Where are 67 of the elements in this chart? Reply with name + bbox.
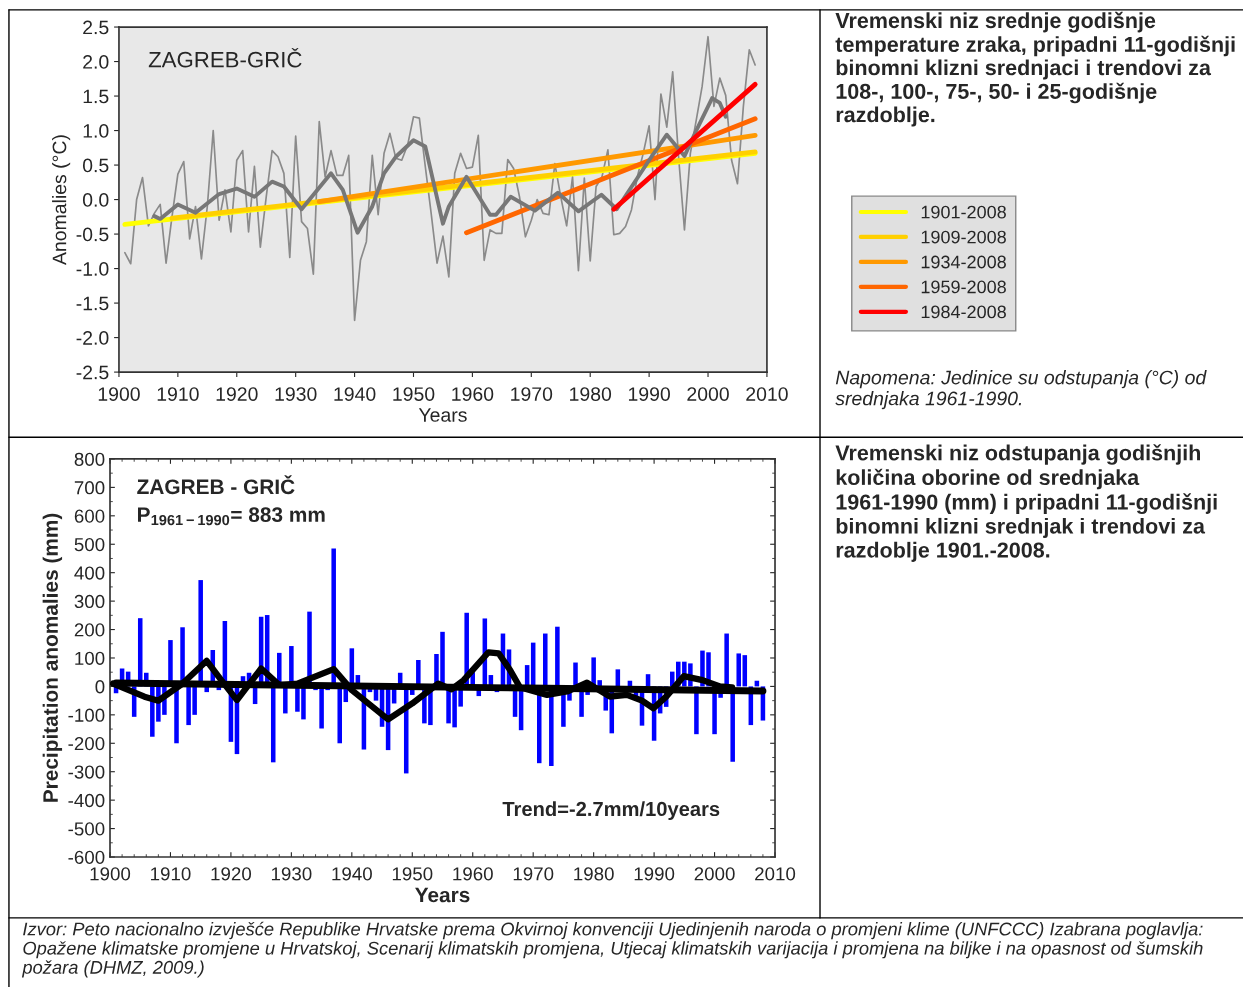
y-tick-label: 200: [74, 623, 105, 637]
y-tick-label: 500: [74, 537, 105, 552]
x-tick-label: 1930: [275, 387, 317, 401]
x-tick-label: 1900: [98, 387, 140, 401]
text: Napomena: Jedinice su odstupanja (°C) od srednjaka 1961-1990.: [835, 370, 1207, 410]
x-tick-label: 1950: [393, 387, 435, 401]
legend-label: 1934-2008: [921, 255, 1006, 269]
x-tick-label: 1990: [628, 387, 670, 401]
x-tick-label: 1910: [151, 867, 191, 881]
y-tick-label: 300: [74, 594, 105, 609]
y-tick-label: 700: [74, 481, 105, 495]
x-tick-label: 1980: [570, 387, 612, 401]
x-tick-label: 1910: [157, 387, 199, 401]
legend-label: 1959-2008: [921, 280, 1006, 294]
text: Vremenski niz srednje godišnje temperature zraka, pripadni 11-godišnji binomni klizni srednjaci i trendovi za 108-, 100-, 75-, 50- i 25-godišnje razdoblje.: [835, 11, 1235, 127]
y-tick-label: -400: [68, 793, 105, 808]
x-tick-label: 1900: [90, 867, 131, 881]
x-tick-label: 1920: [211, 867, 252, 881]
x-tick-label: 1970: [513, 867, 554, 881]
x-axis-title: Years: [418, 408, 467, 422]
x-tick-label: 1950: [392, 867, 433, 881]
x-tick-label: 1980: [574, 867, 614, 881]
y-tick-label: -2.0: [76, 331, 109, 345]
legend-label: 1909-2008: [921, 230, 1006, 244]
y-axis-title: Anomalies (°C): [52, 135, 71, 266]
x-tick-label: 2000: [687, 387, 729, 401]
legend-label: 1984-2008: [921, 305, 1006, 319]
legend-label: 1901-2008: [921, 205, 1006, 219]
y-tick-label: -1.0: [76, 262, 109, 276]
y-tick-label: -100: [68, 708, 105, 722]
x-tick-label: 1960: [453, 867, 493, 881]
x-tick-label: 1930: [271, 867, 312, 881]
text: Izvor: Peto nacionalno izvješće Republike Hrvatske prema Okvirnoj konvenciji Ujedinjenih naroda o promjeni klime (UNFCCC) Izabrana poglavlja: Opažene klimatske promjene u Hrvatskoj, Scenarij klimatskih promjena, Utjecaj klimatskih varijacija i promjena na biljke i na opasnost od šumskih požara (DHMZ, 2009.): [21, 921, 1203, 978]
x-tick-label: 2010: [755, 867, 796, 881]
y-tick-label: -500: [68, 822, 105, 836]
y-tick-label: 2.5: [83, 20, 109, 35]
y-tick-label: 400: [74, 566, 105, 580]
y-tick-label: 600: [74, 509, 105, 523]
y-tick-label: -300: [68, 765, 105, 779]
y-axis-title: Precipitation anomalies (mm): [42, 513, 63, 802]
annotation: Trend=-2.7mm/10years: [502, 801, 720, 821]
y-tick-label: -0.5: [76, 227, 109, 242]
y-tick-label: -200: [68, 736, 105, 751]
x-tick-label: 1990: [634, 867, 675, 881]
y-tick-label: 800: [74, 452, 105, 466]
y-tick-label: 0: [95, 680, 105, 694]
x-tick-label: 1920: [216, 387, 258, 401]
y-tick-label: 2.0: [83, 55, 109, 69]
x-tick-label: 1970: [511, 387, 553, 401]
y-tick-label: -1.5: [76, 296, 109, 311]
y-tick-label: 0.5: [82, 158, 109, 173]
x-tick-label: 1940: [332, 867, 372, 881]
y-tick-label: 0.0: [82, 193, 109, 207]
x-tick-label: 1960: [452, 387, 494, 401]
x-tick-label: 2010: [746, 387, 788, 401]
x-tick-label: 1940: [334, 387, 376, 401]
annotation: ZAGREB-GRIČ: [148, 47, 302, 68]
annotation: ZAGREB - GRIČ: [137, 475, 295, 495]
text: Vremenski niz odstupanja godišnjih količina oborine od srednjaka 1961-1990 (mm) i pripadni 11-godišnji binomni klizni srednjak i trendovi za razdoblje 1901.-2008.: [835, 444, 1217, 562]
annotation: P$_{1961−1990}$= 883 mm: [138, 507, 325, 526]
y-tick-label: -2.5: [76, 365, 109, 380]
y-tick-label: 1.0: [83, 124, 109, 138]
x-axis-title: Years: [415, 887, 470, 903]
x-tick-label: 2000: [694, 867, 735, 881]
y-tick-label: 100: [75, 651, 105, 665]
y-tick-label: 1.5: [83, 89, 109, 104]
y-tick-label: -600: [68, 850, 105, 864]
